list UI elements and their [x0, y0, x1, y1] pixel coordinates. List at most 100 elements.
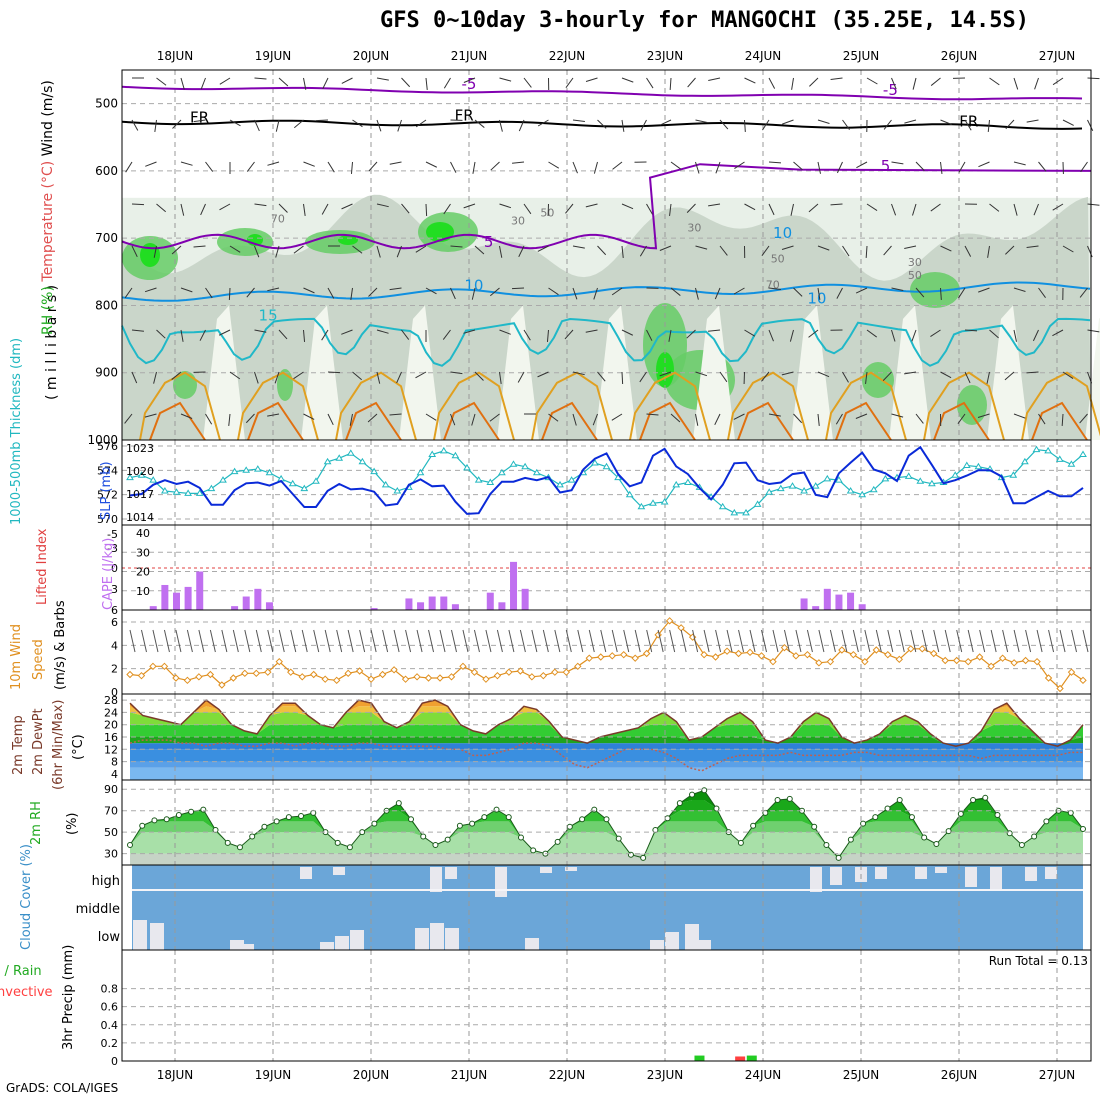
temp-contour-20c [1021, 371, 1100, 441]
wind-barb [489, 413, 500, 422]
temp-contour-25c [247, 401, 304, 441]
rh-point [1043, 818, 1050, 825]
temp-contour-20c [825, 371, 907, 441]
slp-axis-label: SLP (mb) [99, 461, 114, 520]
wind-speed-point [597, 653, 605, 661]
wind-barb [518, 119, 525, 132]
wind-barb [1026, 371, 1039, 374]
surface-wind-barb [852, 629, 859, 653]
low-cloud-block [650, 940, 664, 950]
thickness-point [195, 489, 204, 496]
x-tick-label: 18JUN [157, 49, 194, 63]
wind-barb [154, 119, 157, 132]
wind-barb [659, 119, 672, 126]
wind-speed-point [815, 659, 823, 667]
wind-barb [156, 203, 167, 213]
wind-barb [490, 161, 500, 171]
rh-point [627, 851, 634, 858]
wind-barb [891, 161, 904, 165]
cape-bar [370, 608, 378, 610]
wind-barb [124, 287, 133, 299]
wind-barb [517, 371, 525, 383]
temp-band-warm [130, 712, 1083, 747]
cape-tick-label: 40 [136, 527, 150, 540]
cape-axis-label: CAPE (J/kg) [101, 538, 116, 610]
contour-label: 50 [540, 207, 554, 220]
wind-barb [474, 119, 485, 128]
wind-barb [585, 329, 598, 333]
wind-barb [267, 413, 280, 417]
surface-wind-barb [416, 629, 423, 653]
wind-barb [1052, 329, 1064, 337]
rh-point [273, 818, 280, 825]
wind-barb [1013, 77, 1019, 90]
wind-barb [463, 77, 476, 83]
wind-barb [275, 119, 280, 132]
contour-label: 70 [766, 279, 780, 292]
wind-barb [278, 203, 288, 213]
wind-barb [376, 203, 389, 208]
x-tick-label: 21JUN [451, 1068, 488, 1082]
wind-barb [228, 413, 231, 426]
thickness-point [416, 468, 425, 476]
wind-barb [1052, 77, 1064, 86]
wind-speed-point [642, 649, 651, 658]
cape-bar [521, 588, 529, 610]
x-tick-label: 20JUN [353, 49, 390, 63]
panel-frame [121, 609, 1092, 695]
wind-speed-point [505, 668, 513, 676]
wind-barb [254, 119, 260, 132]
chart-title: GFS 0~10day 3-hourly for MANGOCHI (35.25… [380, 8, 1030, 33]
x-tick-label: 21JUN [451, 49, 488, 63]
rh-point [469, 820, 476, 827]
wind-barb [842, 245, 850, 257]
wind-barb [153, 245, 157, 258]
contour-label: -5 [883, 81, 898, 99]
wind-speed-point [562, 668, 571, 676]
wind-barb [733, 413, 745, 420]
temp-contour-25c [1031, 401, 1088, 441]
cloud-axis-label: Cloud Cover (%) [19, 844, 34, 950]
precip-tick-label: 0.6 [101, 1001, 119, 1014]
rh-low-plume [693, 305, 735, 440]
contour-label: 5 [881, 157, 891, 175]
wind-barb [904, 119, 917, 124]
rh-point [346, 844, 353, 851]
contour-label: FR [455, 106, 474, 124]
cape-bar [254, 588, 262, 610]
wind-barb [349, 413, 353, 426]
wind-speed-point [310, 670, 318, 679]
wind-speed-point [413, 673, 421, 681]
thickness-point [381, 480, 390, 488]
thickness-point [393, 487, 402, 494]
thickness-point [765, 488, 774, 495]
surface-wind-barb [577, 629, 584, 653]
wind-barb [1013, 413, 1026, 419]
wind-barb [274, 371, 280, 384]
thickness-point [428, 450, 437, 457]
wind-barb [389, 161, 402, 165]
x-tick-label: 24JUN [745, 1068, 782, 1082]
wind-speed-point [1044, 674, 1053, 682]
wind-barb [565, 203, 574, 214]
surface-wind-barb [1013, 629, 1020, 653]
wind-speed-point [964, 657, 972, 666]
wind-barb [537, 119, 549, 127]
rh-point [579, 816, 586, 823]
wind-barb [218, 329, 231, 336]
wind-barb [1087, 119, 1094, 132]
rh-point [432, 842, 439, 849]
thickness-point [951, 471, 960, 478]
wind-barb [303, 329, 306, 342]
wind-barb [940, 287, 942, 301]
wind-barb [499, 77, 512, 82]
wind-barb [1026, 119, 1039, 123]
cape-bar [847, 592, 855, 610]
rh-green-area [173, 371, 197, 399]
wind-speed-point [551, 668, 559, 676]
wind-barb [708, 329, 721, 332]
thickness-point [521, 462, 529, 470]
wind-barb [593, 287, 598, 300]
thickness-point [1021, 457, 1029, 465]
